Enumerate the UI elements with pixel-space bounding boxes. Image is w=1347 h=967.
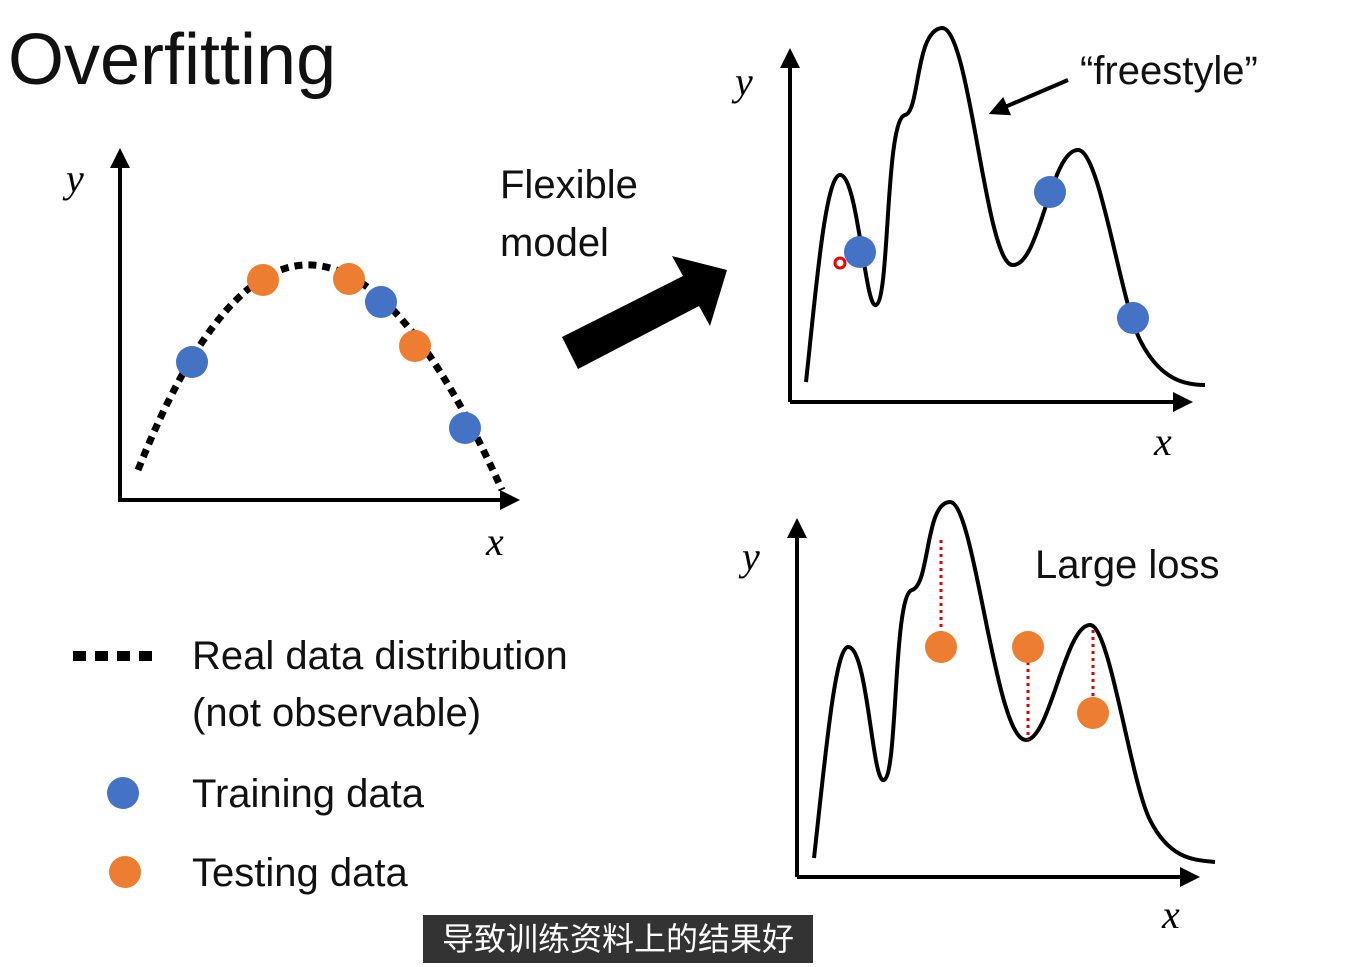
testing-point	[1077, 697, 1109, 729]
legend-text: Real data distribution	[192, 634, 568, 678]
training-point	[176, 346, 208, 378]
testing-point	[1012, 631, 1044, 663]
testing-point	[333, 263, 365, 295]
legend-text: (not observable)	[192, 691, 481, 735]
top-plot: y x “freestyle”	[731, 25, 1258, 464]
subtitle: 导致训练资料上的结果好	[442, 921, 794, 957]
x-label: x	[485, 519, 504, 564]
big-arrow	[562, 256, 727, 369]
training-point	[1117, 302, 1149, 334]
testing-point	[247, 264, 279, 296]
annotation: Large loss	[1035, 543, 1220, 587]
testing-point	[925, 631, 957, 663]
legend-text: Training data	[192, 772, 425, 816]
arrow-label: model	[500, 221, 609, 265]
legend-dot	[109, 856, 141, 888]
x-axis	[118, 165, 520, 510]
y-label: y	[738, 534, 760, 579]
training-point	[844, 236, 876, 268]
model-curve	[812, 499, 1216, 864]
x-label: x	[1153, 419, 1172, 464]
annotation: “freestyle”	[1080, 49, 1258, 93]
model-curve	[804, 25, 1206, 387]
legend-text: Testing data	[192, 851, 408, 895]
title: Overfitting	[8, 20, 336, 100]
bottom-plot: y x Large loss	[738, 499, 1220, 937]
y-label: y	[62, 156, 84, 201]
arrow-label: Flexible	[500, 163, 638, 207]
annotation-arrow	[988, 78, 1069, 116]
training-point	[365, 286, 397, 318]
x-label: x	[1161, 892, 1180, 937]
testing-point	[399, 330, 431, 362]
left-plot: y x	[62, 148, 520, 564]
training-point	[1034, 176, 1066, 208]
subtitle-box	[423, 915, 813, 963]
y-label: y	[731, 59, 753, 104]
training-point	[449, 412, 481, 444]
legend: Real data distribution (not observable) …	[73, 634, 568, 895]
legend-dot	[107, 777, 139, 809]
cursor	[833, 256, 847, 270]
